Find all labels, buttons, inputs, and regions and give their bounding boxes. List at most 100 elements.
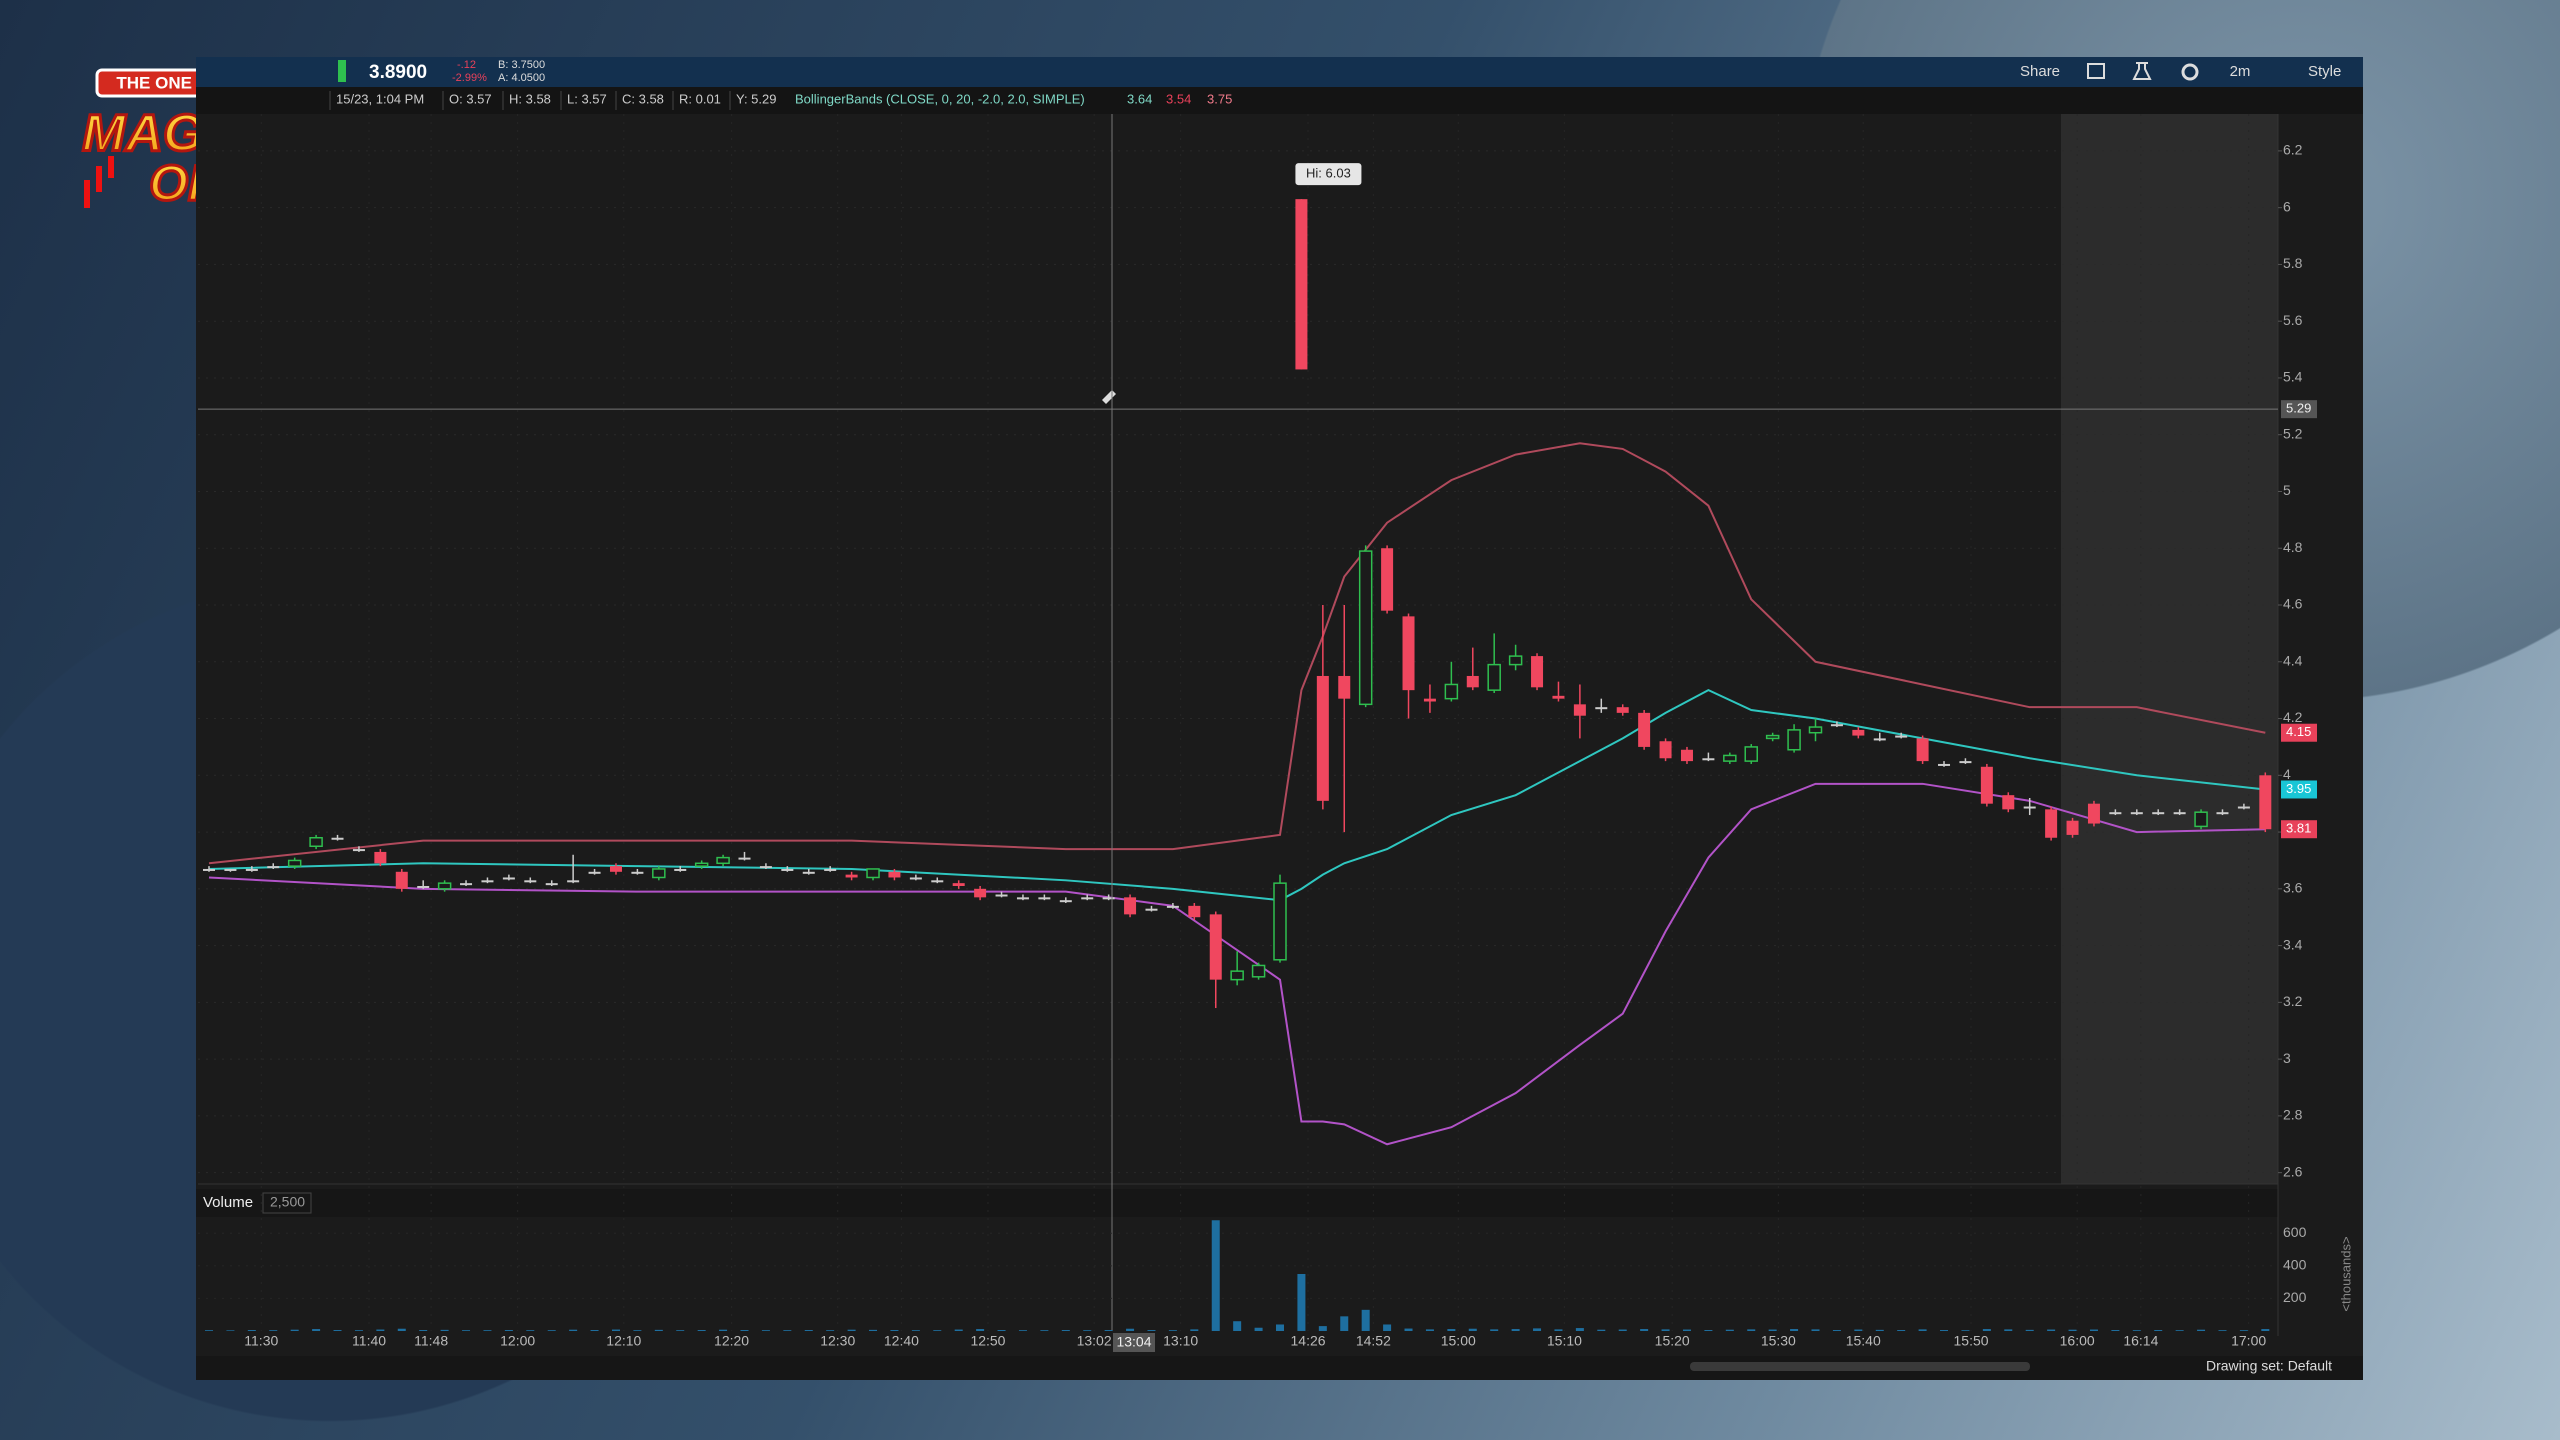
logo-candle bbox=[84, 180, 90, 208]
candle-body bbox=[2173, 812, 2186, 815]
x-tick-label: 12:50 bbox=[970, 1333, 1005, 1349]
candle-body bbox=[652, 868, 666, 879]
candle-body bbox=[524, 880, 537, 883]
volume-tick-label: 200 bbox=[2283, 1289, 2307, 1305]
candle-body bbox=[1038, 897, 1051, 900]
candle-body bbox=[1552, 695, 1565, 699]
x-tick-label: 15:10 bbox=[1547, 1333, 1582, 1349]
price-marker: 3.81 bbox=[2286, 821, 2311, 836]
scrollbar[interactable] bbox=[1690, 1362, 2030, 1371]
volume-scale: 2,500 bbox=[270, 1194, 305, 1210]
candle-body bbox=[909, 877, 922, 880]
info-bar bbox=[196, 87, 2363, 114]
volume-bar bbox=[1747, 1329, 1756, 1331]
bollinger-upper bbox=[208, 442, 2266, 865]
volume-bar bbox=[1276, 1324, 1284, 1331]
time-highlight: 13:04 bbox=[1116, 1334, 1151, 1350]
candle-body bbox=[502, 877, 515, 880]
bid: B: 3.7500 bbox=[498, 59, 545, 71]
candle-body bbox=[1638, 712, 1651, 747]
candle-body bbox=[1251, 964, 1266, 978]
volume-bar bbox=[1126, 1328, 1135, 1331]
share-button-label[interactable]: Share bbox=[2020, 63, 2060, 80]
y-tick-label: 4.4 bbox=[2283, 652, 2303, 668]
volume-bar bbox=[1147, 1330, 1156, 1331]
volume-bar bbox=[847, 1329, 856, 1331]
logo-candle bbox=[108, 156, 114, 178]
price-marker-box bbox=[2281, 820, 2317, 839]
volume-bar bbox=[740, 1330, 749, 1331]
y-tick-label: 5.6 bbox=[2283, 312, 2303, 328]
volume-bar bbox=[1661, 1329, 1670, 1331]
study-name: BollingerBands (CLOSE, 0, 20, -2.0, 2.0,… bbox=[795, 91, 1085, 106]
price-marker: 4.15 bbox=[2286, 724, 2311, 739]
volume-bar bbox=[1468, 1328, 1477, 1331]
toolbar-icon[interactable] bbox=[2087, 63, 2105, 79]
volume-header bbox=[196, 1189, 2278, 1217]
volume-bar bbox=[2239, 1330, 2248, 1331]
toolbar bbox=[196, 57, 2363, 87]
volume-bar bbox=[247, 1330, 256, 1331]
candle-body bbox=[374, 851, 387, 864]
study-value: 3.75 bbox=[1207, 91, 1232, 106]
candle-body bbox=[1959, 761, 1972, 764]
volume-bar bbox=[376, 1329, 385, 1331]
hi-label-box bbox=[1295, 163, 1362, 186]
x-tick-label: 13:02 bbox=[1077, 1333, 1112, 1349]
x-tick-label: 12:10 bbox=[606, 1333, 641, 1349]
candle-body bbox=[417, 885, 430, 888]
y-tick-label: 5.8 bbox=[2283, 255, 2303, 271]
style-button[interactable]: Style bbox=[2308, 63, 2341, 80]
volume-bar bbox=[1447, 1329, 1456, 1331]
candle-body bbox=[1616, 707, 1629, 713]
volume-bar bbox=[440, 1329, 449, 1331]
candle-body bbox=[1487, 663, 1501, 691]
candle-body bbox=[631, 871, 644, 874]
x-tick-label: 11:30 bbox=[244, 1333, 278, 1349]
settings-icon[interactable] bbox=[2181, 63, 2199, 81]
volume-bar bbox=[1832, 1330, 1841, 1331]
drawing-set[interactable]: Drawing set: Default bbox=[2206, 1358, 2332, 1374]
volume-bar bbox=[1190, 1329, 1199, 1331]
volume-bar bbox=[633, 1330, 642, 1331]
y-tick-label: 5.2 bbox=[2283, 425, 2303, 441]
candle-body bbox=[1273, 882, 1287, 961]
study-value: 3.64 bbox=[1127, 91, 1152, 106]
price-marker-box bbox=[2281, 723, 2317, 742]
volume-bar bbox=[547, 1330, 556, 1331]
candle-body bbox=[1230, 970, 1244, 981]
candle-body bbox=[2259, 775, 2272, 830]
volume-bar bbox=[462, 1330, 471, 1331]
volume-bar bbox=[269, 1330, 278, 1331]
volume-bar bbox=[890, 1330, 899, 1331]
volume-bar bbox=[1340, 1316, 1349, 1331]
volume-bar bbox=[2025, 1329, 2034, 1331]
volume-bar bbox=[2004, 1329, 2013, 1331]
volume-bar bbox=[1425, 1329, 1434, 1331]
volume-bar bbox=[312, 1329, 321, 1331]
studies-icon[interactable] bbox=[2132, 62, 2152, 80]
volume-bar bbox=[504, 1330, 513, 1331]
volume-bar bbox=[1640, 1329, 1649, 1331]
candle-body bbox=[1873, 738, 1886, 741]
x-tick-label: 15:40 bbox=[1846, 1333, 1881, 1349]
volume-bar bbox=[2154, 1330, 2163, 1331]
info-item: 15/23, 1:04 PM bbox=[336, 91, 424, 106]
last-price: 3.8900 bbox=[369, 62, 427, 83]
volume-bar bbox=[1618, 1329, 1627, 1331]
candle-body bbox=[781, 868, 794, 871]
volume-bar bbox=[1575, 1328, 1584, 1331]
timeframe[interactable]: 2m bbox=[2230, 63, 2251, 80]
volume-bar bbox=[783, 1330, 792, 1331]
volume-bar bbox=[526, 1330, 535, 1331]
candle-body bbox=[1358, 550, 1373, 706]
volume-scale-box bbox=[262, 1192, 312, 1214]
candle-body bbox=[931, 880, 944, 883]
candle-body bbox=[2066, 820, 2079, 835]
volume-bar bbox=[2175, 1330, 2184, 1331]
volume-bar bbox=[2111, 1330, 2120, 1331]
x-tick-label: 14:26 bbox=[1291, 1333, 1326, 1349]
x-tick-label: 11:40 bbox=[352, 1333, 386, 1349]
volume-bar bbox=[954, 1329, 963, 1331]
